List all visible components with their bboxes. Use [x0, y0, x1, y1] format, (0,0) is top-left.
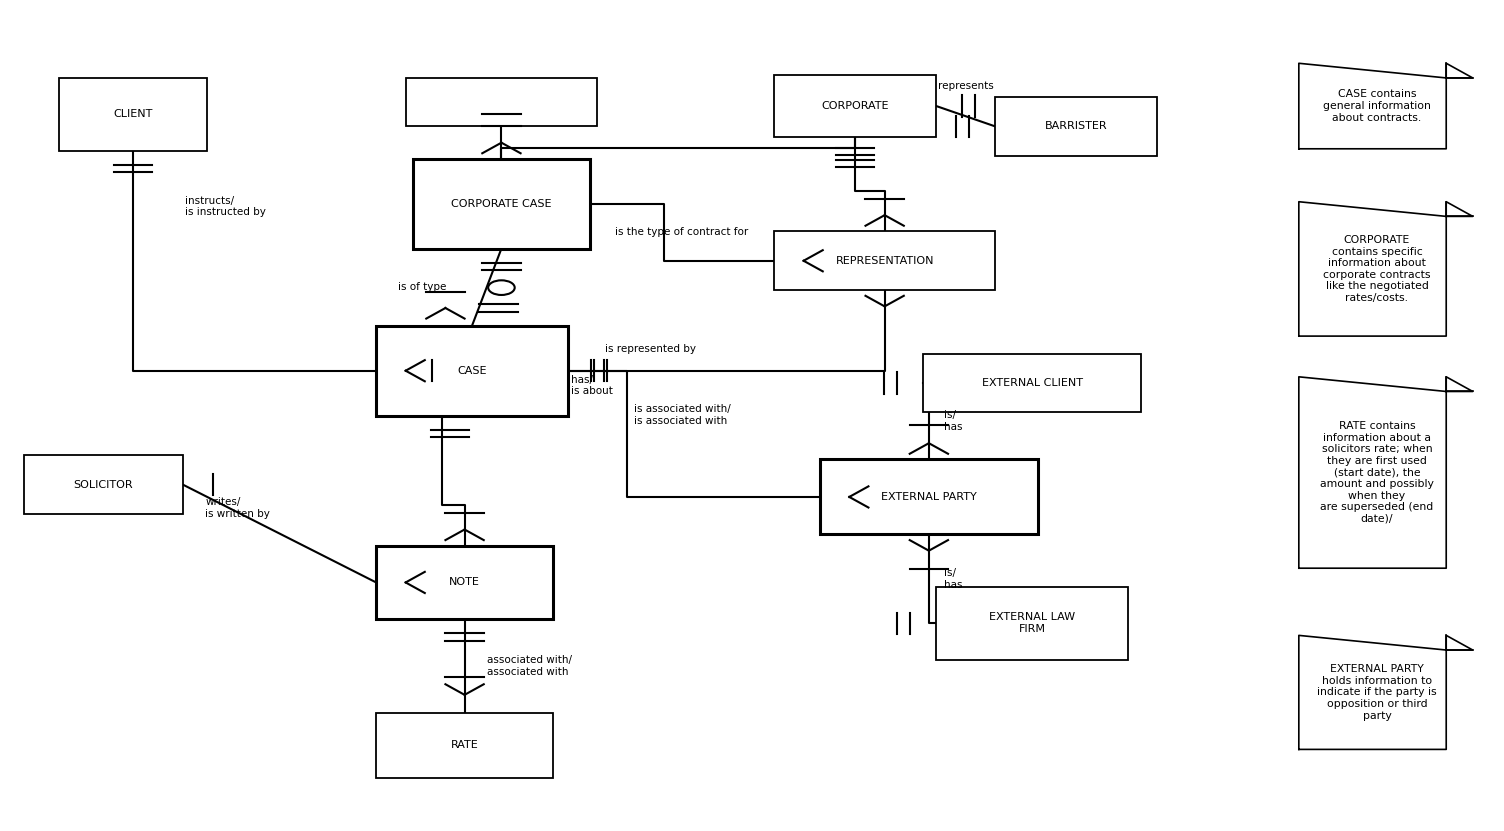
Text: associated with/
associated with: associated with/ associated with: [487, 655, 572, 676]
Text: NOTE: NOTE: [450, 578, 480, 588]
Text: writes/
is written by: writes/ is written by: [205, 497, 271, 519]
Text: EXTERNAL PARTY: EXTERNAL PARTY: [881, 492, 976, 502]
Text: CORPORATE
contains specific
information about
corporate contracts
like the negot: CORPORATE contains specific information …: [1324, 235, 1430, 303]
FancyBboxPatch shape: [376, 713, 553, 778]
Text: is/
has: is/ has: [943, 568, 963, 589]
Text: REPRESENTATION: REPRESENTATION: [835, 256, 934, 266]
FancyBboxPatch shape: [775, 76, 935, 136]
Text: EXTERNAL CLIENT: EXTERNAL CLIENT: [982, 378, 1083, 388]
FancyBboxPatch shape: [414, 159, 590, 248]
Text: is of type: is of type: [399, 283, 447, 293]
Text: CASE contains
general information
about contracts.: CASE contains general information about …: [1324, 90, 1430, 123]
Text: RATE: RATE: [451, 740, 478, 750]
Text: CLIENT: CLIENT: [113, 109, 152, 119]
Text: EXTERNAL PARTY
holds information to
indicate if the party is
opposition or third: EXTERNAL PARTY holds information to indi…: [1318, 664, 1436, 720]
Text: instructs/
is instructed by: instructs/ is instructed by: [185, 195, 265, 217]
Text: is associated with/
is associated with: is associated with/ is associated with: [635, 404, 731, 425]
FancyBboxPatch shape: [406, 77, 597, 126]
Text: represents: represents: [938, 81, 994, 91]
FancyBboxPatch shape: [376, 326, 569, 416]
Text: SOLICITOR: SOLICITOR: [74, 479, 134, 489]
Text: CORPORATE CASE: CORPORATE CASE: [451, 199, 552, 209]
Text: is represented by: is represented by: [605, 344, 696, 354]
FancyBboxPatch shape: [820, 460, 1038, 534]
FancyBboxPatch shape: [59, 77, 206, 151]
FancyBboxPatch shape: [24, 455, 183, 514]
FancyBboxPatch shape: [923, 354, 1142, 412]
FancyBboxPatch shape: [376, 546, 553, 619]
Polygon shape: [1299, 202, 1472, 336]
Text: CASE: CASE: [457, 366, 487, 376]
Text: RATE contains
information about a
solicitors rate; when
they are first used
(sta: RATE contains information about a solici…: [1321, 421, 1433, 524]
Polygon shape: [1299, 636, 1472, 750]
Text: BARRISTER: BARRISTER: [1045, 121, 1107, 131]
Text: is the type of contract for: is the type of contract for: [615, 227, 749, 237]
FancyBboxPatch shape: [775, 232, 996, 290]
Text: has/
is about: has/ is about: [570, 375, 612, 396]
FancyBboxPatch shape: [996, 97, 1158, 155]
Text: CORPORATE: CORPORATE: [821, 101, 889, 111]
Text: is/
has: is/ has: [943, 411, 963, 432]
FancyBboxPatch shape: [935, 587, 1128, 660]
Text: EXTERNAL LAW
FIRM: EXTERNAL LAW FIRM: [990, 612, 1075, 634]
Polygon shape: [1299, 376, 1472, 568]
Polygon shape: [1299, 63, 1472, 149]
